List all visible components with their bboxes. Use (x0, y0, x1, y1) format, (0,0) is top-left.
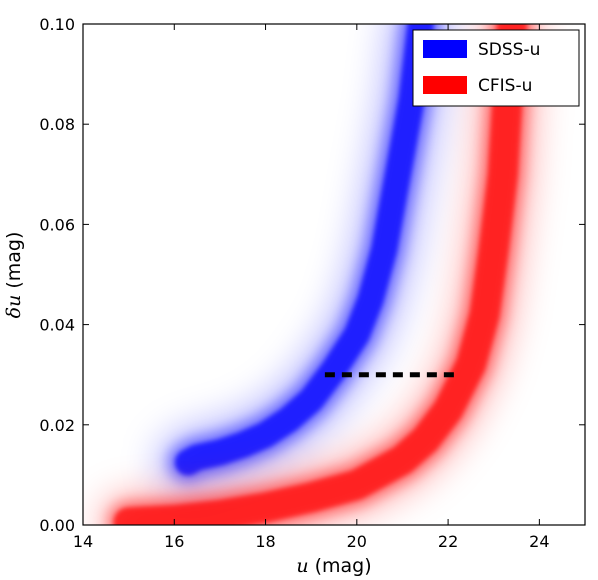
y-tick-label: 0.08 (39, 115, 75, 134)
density-band-cfis-core (113, 24, 527, 525)
y-axis-label-unit: (mag) (3, 232, 25, 295)
density-layer (100, 24, 540, 525)
x-axis-label-symbol: u (296, 555, 308, 577)
x-tick-label: 22 (438, 532, 458, 551)
plot-frame (82, 23, 586, 526)
y-tick-label: 0.04 (39, 316, 75, 335)
density-band-sdss-core (175, 24, 434, 476)
x-tick-label: 14 (73, 532, 93, 551)
x-tick-label: 18 (255, 532, 275, 551)
y-tick-label: 0.06 (39, 215, 75, 234)
x-tick-label: 24 (529, 532, 549, 551)
legend-swatch-sdss (423, 40, 467, 58)
legend: SDSS-u CFIS-u (412, 29, 580, 107)
x-axis-ticks: 14 16 18 20 22 24 (73, 24, 550, 551)
x-axis-label: u (mag) (296, 555, 371, 577)
y-axis-ticks: 0.00 0.02 0.04 0.06 0.08 0.10 (39, 15, 585, 535)
y-axis-label-symbol: δu (3, 295, 25, 319)
legend-label-cfis: CFIS-u (478, 76, 532, 96)
legend-swatch-cfis (423, 76, 467, 94)
y-tick-label: 0.00 (39, 516, 75, 535)
legend-label-sdss: SDSS-u (478, 40, 540, 60)
x-tick-label: 16 (164, 532, 184, 551)
x-axis-label-unit: (mag) (309, 555, 372, 577)
y-axis-label: δu (mag) (3, 232, 25, 319)
x-tick-label: 20 (347, 532, 367, 551)
y-tick-label: 0.10 (39, 15, 75, 34)
y-tick-label: 0.02 (39, 416, 75, 435)
